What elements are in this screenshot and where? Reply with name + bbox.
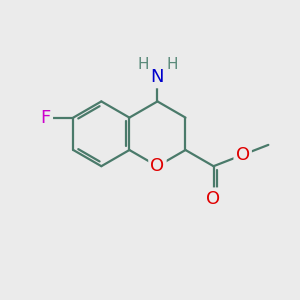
Text: O: O xyxy=(206,190,220,208)
Text: H: H xyxy=(137,57,148,72)
Text: H: H xyxy=(166,57,178,72)
Text: F: F xyxy=(40,109,51,127)
Text: O: O xyxy=(236,146,250,164)
Text: N: N xyxy=(151,68,164,86)
Text: O: O xyxy=(150,157,164,175)
